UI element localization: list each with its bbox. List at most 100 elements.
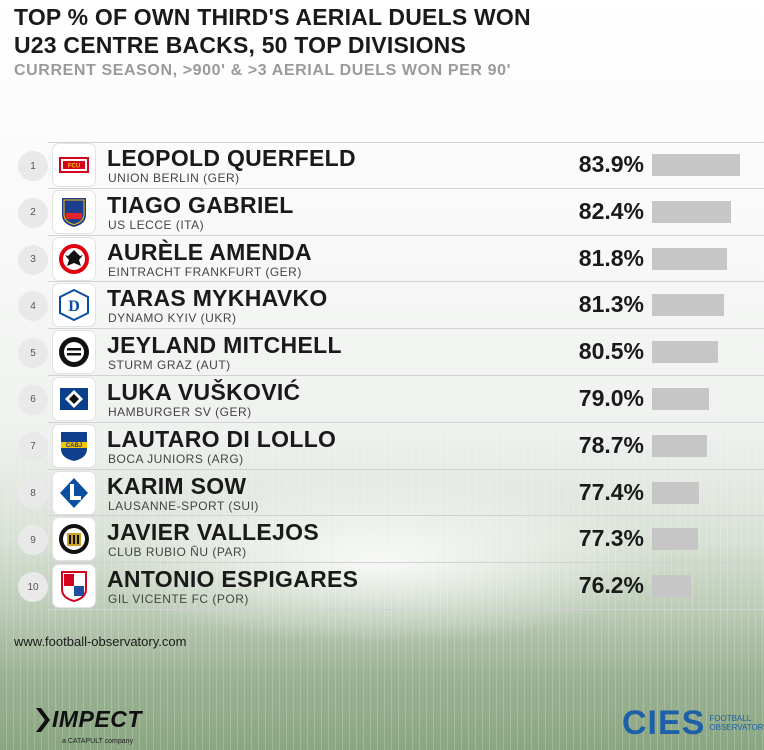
player-name: ANTONIO ESPIGARES <box>107 566 359 593</box>
club-name: EINTRACHT FRANKFURT (GER) <box>108 264 302 279</box>
ranking-row: 7 CABJ LAUTARO DI LOLLO BOCA JUNIORS (ARG) 7… <box>18 423 764 470</box>
row-divider <box>48 515 764 517</box>
us-lecce-crest-icon <box>62 197 86 227</box>
hamburger-sv-crest-icon <box>60 387 88 410</box>
club-name: UNION BERLIN (GER) <box>108 171 240 185</box>
value-label: 83.9% <box>578 151 644 177</box>
value-bar <box>652 575 692 598</box>
row-divider <box>48 608 764 610</box>
ranking-row: 5 JEYLAND MITCHELL STURM GRAZ (AUT) 80.5% <box>18 329 764 376</box>
club-name: STURM GRAZ (AUT) <box>108 358 231 373</box>
chart-title-line2: U23 CENTRE BACKS, 50 TOP DIVISIONS <box>14 32 467 58</box>
svg-text:FCU: FCU <box>68 164 80 170</box>
ranking-row: 3 AURÈLE AMENDA EINTRACHT FRANKFURT (GER) 8… <box>18 236 764 283</box>
value-label: 77.3% <box>578 525 644 552</box>
club-logo: D <box>53 284 95 327</box>
impect-logo-text: IMPECT <box>52 706 142 732</box>
value-label: 80.5% <box>578 338 644 365</box>
cies-logo: CIES FOOTBALL OBSERVATORY <box>622 704 764 742</box>
chart-title-line1: TOP % OF OWN THIRD'S AERIAL DUELS WON <box>14 4 531 30</box>
player-name: JAVIER VALLEJOS <box>107 519 319 546</box>
gil-vicente-crest-icon <box>61 571 87 603</box>
eintracht-frankfurt-crest-icon <box>59 243 89 274</box>
row-divider <box>48 281 764 283</box>
value-bar <box>652 387 709 410</box>
value-label: 81.3% <box>578 291 644 318</box>
row-divider <box>48 421 764 423</box>
rank-badge: 8 <box>18 478 48 509</box>
lausanne-sport-crest-icon <box>60 477 88 508</box>
ranking-row: 10 ANTONIO ESPIGARES GIL VICENTE FC (POR) 7… <box>18 563 764 610</box>
cies-logo-text: CIES <box>622 704 706 742</box>
union-berlin-crest-icon: FCU <box>59 157 89 173</box>
cies-logo-subtext: FOOTBALL OBSERVATORY <box>709 714 764 732</box>
player-name: AURÈLE AMENDA <box>107 238 312 265</box>
value-label: 76.2% <box>578 572 644 599</box>
club-logo <box>53 377 95 420</box>
player-name: TIAGO GABRIEL <box>107 191 294 218</box>
value-label: 78.7% <box>578 431 644 458</box>
ranking-row: 4 D TARAS MYKHAVKO DYNAMO KYIV (UKR) 81.3% <box>18 282 764 330</box>
impect-chevron-icon <box>36 707 50 732</box>
row-divider <box>48 468 764 470</box>
rank-badge: 9 <box>18 525 48 556</box>
player-name: LAUTARO DI LOLLO <box>107 425 337 452</box>
club-logo: FCU <box>53 144 95 186</box>
svg-text:CABJ: CABJ <box>66 443 82 449</box>
club-logo <box>53 518 95 561</box>
impect-logo: IMPECT <box>34 706 142 733</box>
svg-text:D: D <box>68 298 80 315</box>
rank-badge: 7 <box>18 431 48 462</box>
row-divider <box>48 328 764 330</box>
ranking-row: 9 JAVIER VALLEJOS CLUB RUBIO ÑU (PAR) 77.3% <box>18 516 764 564</box>
club-name: DYNAMO KYIV (UKR) <box>108 311 237 326</box>
sturm-graz-crest-icon <box>59 337 89 368</box>
row-divider <box>48 234 764 236</box>
player-name: KARIM SOW <box>107 472 247 499</box>
row-divider <box>48 187 764 189</box>
rank-badge: 1 <box>18 151 48 181</box>
club-name: US LECCE (ITA) <box>108 217 205 232</box>
value-bar <box>652 154 740 176</box>
club-name: LAUSANNE-SPORT (SUI) <box>108 498 259 513</box>
value-bar <box>652 481 699 504</box>
value-bar <box>652 434 708 457</box>
row-divider <box>48 374 764 376</box>
club-rubio-nu-crest-icon <box>59 524 89 555</box>
value-label: 77.4% <box>578 478 644 505</box>
rank-badge: 2 <box>18 197 48 228</box>
club-logo: CABJ <box>53 424 95 467</box>
ranking-row: 1 FCU LEOPOLD QUERFELD UNION BERLIN (GER) 83… <box>18 142 764 189</box>
row-divider <box>48 562 764 564</box>
club-name: GIL VICENTE FC (POR) <box>108 592 249 607</box>
rank-badge: 3 <box>18 244 48 275</box>
club-logo <box>53 237 95 280</box>
boca-juniors-crest-icon: CABJ <box>61 431 87 461</box>
club-name: BOCA JUNIORS (ARG) <box>108 451 244 466</box>
value-bar <box>652 200 731 223</box>
dynamo-kyiv-crest-icon: D <box>59 289 89 322</box>
value-label: 79.0% <box>578 384 644 411</box>
player-name: JEYLAND MITCHELL <box>107 332 342 359</box>
value-bar <box>652 294 724 317</box>
club-logo <box>53 190 95 233</box>
value-label: 82.4% <box>578 197 644 224</box>
rank-badge: 5 <box>18 338 48 369</box>
club-logo <box>53 565 95 608</box>
impect-logo-subtext: a CATAPULT company <box>62 738 134 745</box>
rank-badge: 6 <box>18 384 48 415</box>
source-url: www.football-observatory.com <box>14 634 187 649</box>
value-label: 81.8% <box>578 244 644 271</box>
club-name: CLUB RUBIO ÑU (PAR) <box>108 545 247 560</box>
rank-badge: 10 <box>18 572 48 603</box>
chart-subtitle: CURRENT SEASON, >900' & >3 AERIAL DUELS … <box>14 62 511 79</box>
ranking-row: 2 TIAGO GABRIEL US LECCE (ITA) 82.4% <box>18 189 764 236</box>
club-name: HAMBURGER SV (GER) <box>108 404 252 419</box>
club-logo <box>53 471 95 514</box>
player-name: TARAS MYKHAVKO <box>107 285 328 312</box>
value-bar <box>652 247 727 270</box>
ranking-row: 8 KARIM SOW LAUSANNE-SPORT (SUI) 77.4% <box>18 470 764 517</box>
ranking-row: 6 LUKA VUŠKOVIĆ HAMBURGER SV (GER) 79.0% <box>18 376 764 423</box>
club-logo <box>53 331 95 374</box>
value-bar <box>652 528 699 551</box>
